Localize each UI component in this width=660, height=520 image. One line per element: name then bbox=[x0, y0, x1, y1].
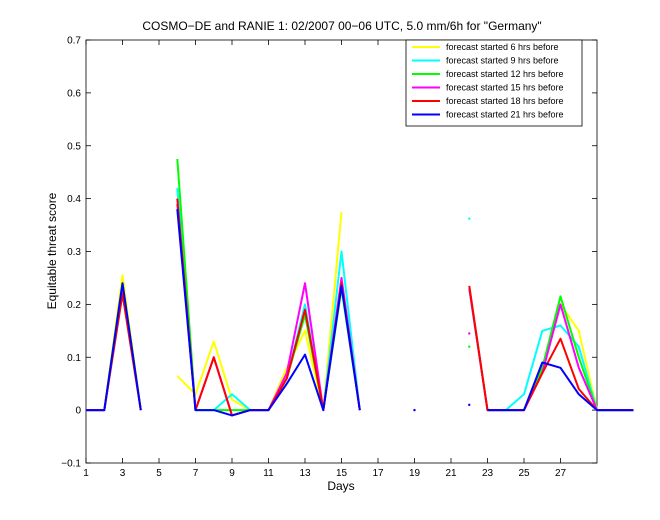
y-axis-label: Equitable threat score bbox=[45, 192, 59, 309]
data-point bbox=[468, 403, 471, 407]
legend-entry: forecast started 6 hrs before bbox=[446, 42, 559, 52]
data-point bbox=[468, 345, 471, 348]
y-tick-label: 0.4 bbox=[67, 194, 81, 205]
y-ticks: −0.1 0 0.1 0.2 0.3 0.4 0.5 0.6 0.7 bbox=[61, 36, 597, 470]
legend-box bbox=[405, 39, 583, 127]
y-tick-label: 0.6 bbox=[67, 88, 81, 99]
x-tick-label: 7 bbox=[193, 468, 199, 479]
data-point bbox=[413, 408, 416, 412]
legend-entry: forecast started 15 hrs before bbox=[446, 83, 564, 93]
x-tick-label: 21 bbox=[445, 468, 457, 479]
x-tick-label: 25 bbox=[518, 468, 530, 479]
chart-title: COSMO−DE and RANIE 1: 02/2007 00−06 UTC,… bbox=[142, 19, 541, 33]
y-tick-label: 0 bbox=[75, 406, 81, 417]
x-tick-label: 19 bbox=[409, 468, 421, 479]
legend-entry: forecast started 21 hrs before bbox=[446, 110, 564, 120]
series-line bbox=[86, 282, 142, 412]
x-tick-label: 3 bbox=[120, 468, 126, 479]
x-tick-label: 15 bbox=[336, 468, 348, 479]
x-tick-label: 13 bbox=[299, 468, 311, 479]
y-tick-label: 0.1 bbox=[67, 353, 81, 364]
series-5 bbox=[86, 209, 634, 417]
y-tick-label: 0.3 bbox=[67, 247, 81, 258]
y-tick-label: 0.2 bbox=[67, 300, 81, 311]
x-tick-label: 17 bbox=[372, 468, 384, 479]
x-ticks: 1 3 5 7 9 11 13 15 17 19 21 23 25 27 bbox=[83, 40, 566, 479]
x-tick-label: 9 bbox=[229, 468, 235, 479]
x-tick-label: 27 bbox=[555, 468, 567, 479]
series-line bbox=[176, 209, 361, 417]
x-tick-label: 1 bbox=[83, 468, 89, 479]
data-point bbox=[468, 332, 471, 335]
x-tick-label: 5 bbox=[156, 468, 162, 479]
y-tick-label: 0.7 bbox=[67, 36, 81, 47]
legend-entry: forecast started 12 hrs before bbox=[446, 69, 564, 79]
data-point bbox=[468, 217, 471, 220]
legend: forecast started 6 hrs before forecast st… bbox=[405, 39, 583, 127]
legend-entry: forecast started 9 hrs before bbox=[446, 56, 559, 66]
series-line bbox=[487, 361, 634, 412]
y-tick-label: −0.1 bbox=[61, 459, 81, 470]
y-tick-label: 0.5 bbox=[67, 141, 81, 152]
x-tick-label: 23 bbox=[482, 468, 494, 479]
x-axis-label: Days bbox=[327, 479, 354, 493]
x-tick-label: 11 bbox=[263, 468, 274, 479]
series-layer bbox=[86, 62, 634, 417]
legend-entry: forecast started 18 hrs before bbox=[446, 96, 564, 106]
